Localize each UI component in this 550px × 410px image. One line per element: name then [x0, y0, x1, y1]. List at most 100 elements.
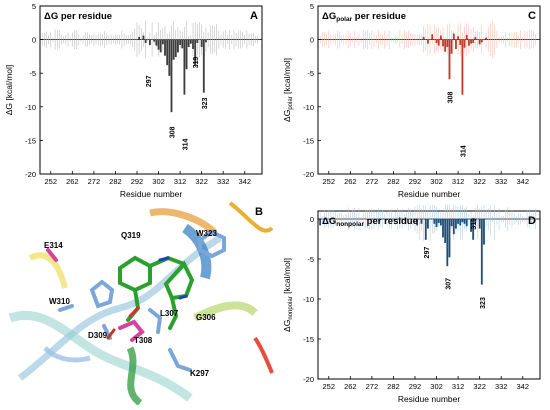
bar-label: 297 [424, 247, 431, 259]
data-bar [461, 219, 464, 223]
data-bar [174, 39, 177, 58]
data-bar [448, 219, 451, 258]
x-tick-label: 282 [387, 382, 400, 391]
residue-label: E314 [44, 241, 63, 250]
y-tick-label: 0 [32, 36, 36, 45]
x-axis-label: Residue number [398, 189, 461, 199]
data-bar [179, 39, 182, 45]
residue-label: G306 [196, 313, 216, 322]
x-tick-label: 292 [409, 382, 422, 391]
data-bar [424, 219, 427, 240]
bar-label: 314 [182, 138, 189, 150]
data-bar [444, 39, 447, 52]
y-tick-label: -10 [303, 103, 314, 112]
data-bar [416, 219, 419, 226]
data-bar [153, 39, 156, 42]
x-tick-label: 302 [430, 382, 443, 391]
data-bar [172, 39, 175, 60]
data-bar [170, 39, 173, 113]
y-axis-label: ΔGnonpolar [kcal/mol] [282, 258, 294, 332]
chart-a-svg: 297 308 314 319 323 5 0 -5 -10 -15 -20 252 262 272 282… [4, 2, 263, 199]
data-bar [142, 35, 145, 40]
data-bar [437, 39, 440, 46]
x-tick-label: 342 [238, 177, 251, 186]
data-bar [439, 35, 442, 40]
data-bar [450, 39, 453, 54]
data-bar [168, 39, 171, 76]
x-tick-label: 272 [366, 177, 379, 186]
x-tick-label: 292 [131, 177, 144, 186]
data-bar [461, 39, 464, 95]
data-bar [435, 219, 438, 227]
data-bar [459, 219, 462, 226]
x-tick-label: 252 [323, 177, 336, 186]
data-bar [427, 219, 429, 229]
data-bar [485, 37, 488, 40]
data-bar [465, 34, 468, 40]
data-bar [185, 39, 188, 70]
x-tick-label: 302 [152, 177, 165, 186]
data-bar [472, 39, 475, 43]
data-bar [474, 219, 477, 223]
data-bar [446, 219, 449, 267]
bar-label: 319 [193, 57, 200, 69]
data-bar [196, 39, 199, 43]
data-bar [448, 39, 451, 80]
panel-letter: C [528, 10, 536, 22]
data-bar [455, 219, 457, 229]
chart-panel-c: 308 314 5 0 -5 -10 -15 -20 252 262 272 282 292 302 312… [278, 0, 550, 200]
data-bar [470, 219, 472, 232]
x-tick-label: 322 [195, 177, 208, 186]
data-bar [200, 39, 203, 47]
residue-label: W310 [49, 297, 70, 306]
x-tick-label: 322 [473, 177, 486, 186]
data-bar [420, 219, 423, 224]
x-tick-label: 272 [88, 177, 101, 186]
protein-structure-image: Q319 W323 E314 W310 L307 G306 D309 T308 … [0, 198, 276, 406]
data-bar [319, 219, 322, 226]
data-bar [194, 39, 197, 66]
x-tick-label: 282 [387, 177, 400, 186]
residue-label: L307 [160, 309, 179, 318]
residue-label: Q319 [121, 231, 141, 240]
bar-label: 308 [169, 126, 176, 138]
data-bar [157, 39, 160, 50]
x-tick-label: 272 [366, 382, 379, 391]
x-tick-label: 252 [45, 177, 58, 186]
data-bar [435, 39, 438, 43]
plot-frame [317, 5, 541, 175]
bar-label: 307 [445, 278, 452, 290]
x-tick-label: 332 [495, 177, 508, 186]
bar-label: 297 [146, 75, 153, 87]
data-bar [187, 39, 190, 47]
y-tick-label: -20 [25, 170, 36, 179]
y-tick-label: 0 [310, 215, 314, 224]
x-tick-label: 322 [473, 382, 486, 391]
data-bar [138, 36, 141, 40]
chart-title: ΔGpolar per residue [322, 11, 406, 23]
data-bar [467, 39, 470, 46]
residue-label: W323 [196, 229, 217, 238]
chart-d-svg: 297 307 319 323 0 -5 -10 -15 -20 252 262 272 282 292 3… [282, 197, 541, 404]
data-bar [155, 39, 158, 46]
x-tick-label: 312 [452, 382, 465, 391]
x-tick-label: 332 [217, 177, 230, 186]
structure-panel-b: Q319 W323 E314 W310 L307 G306 D309 T308 … [0, 198, 276, 406]
x-tick-label: 262 [344, 382, 357, 391]
x-tick-label: 342 [516, 177, 529, 186]
data-bar [181, 39, 184, 49]
y-axis-label: ΔGpolar [kcal/mol] [282, 58, 294, 122]
data-bar [431, 34, 434, 40]
y-axis-label: ΔG [kcal/mol] [4, 65, 14, 116]
data-bar [470, 39, 472, 44]
x-tick-label: 292 [409, 177, 422, 186]
plot-frame [39, 5, 263, 175]
residue-label: D309 [88, 331, 108, 340]
x-tick-label: 282 [109, 177, 122, 186]
data-bar [457, 219, 460, 224]
data-bar [446, 39, 449, 47]
data-bar [472, 219, 475, 240]
data-bar [205, 39, 207, 43]
y-tick-label: 0 [310, 36, 314, 45]
data-bar [149, 39, 151, 45]
